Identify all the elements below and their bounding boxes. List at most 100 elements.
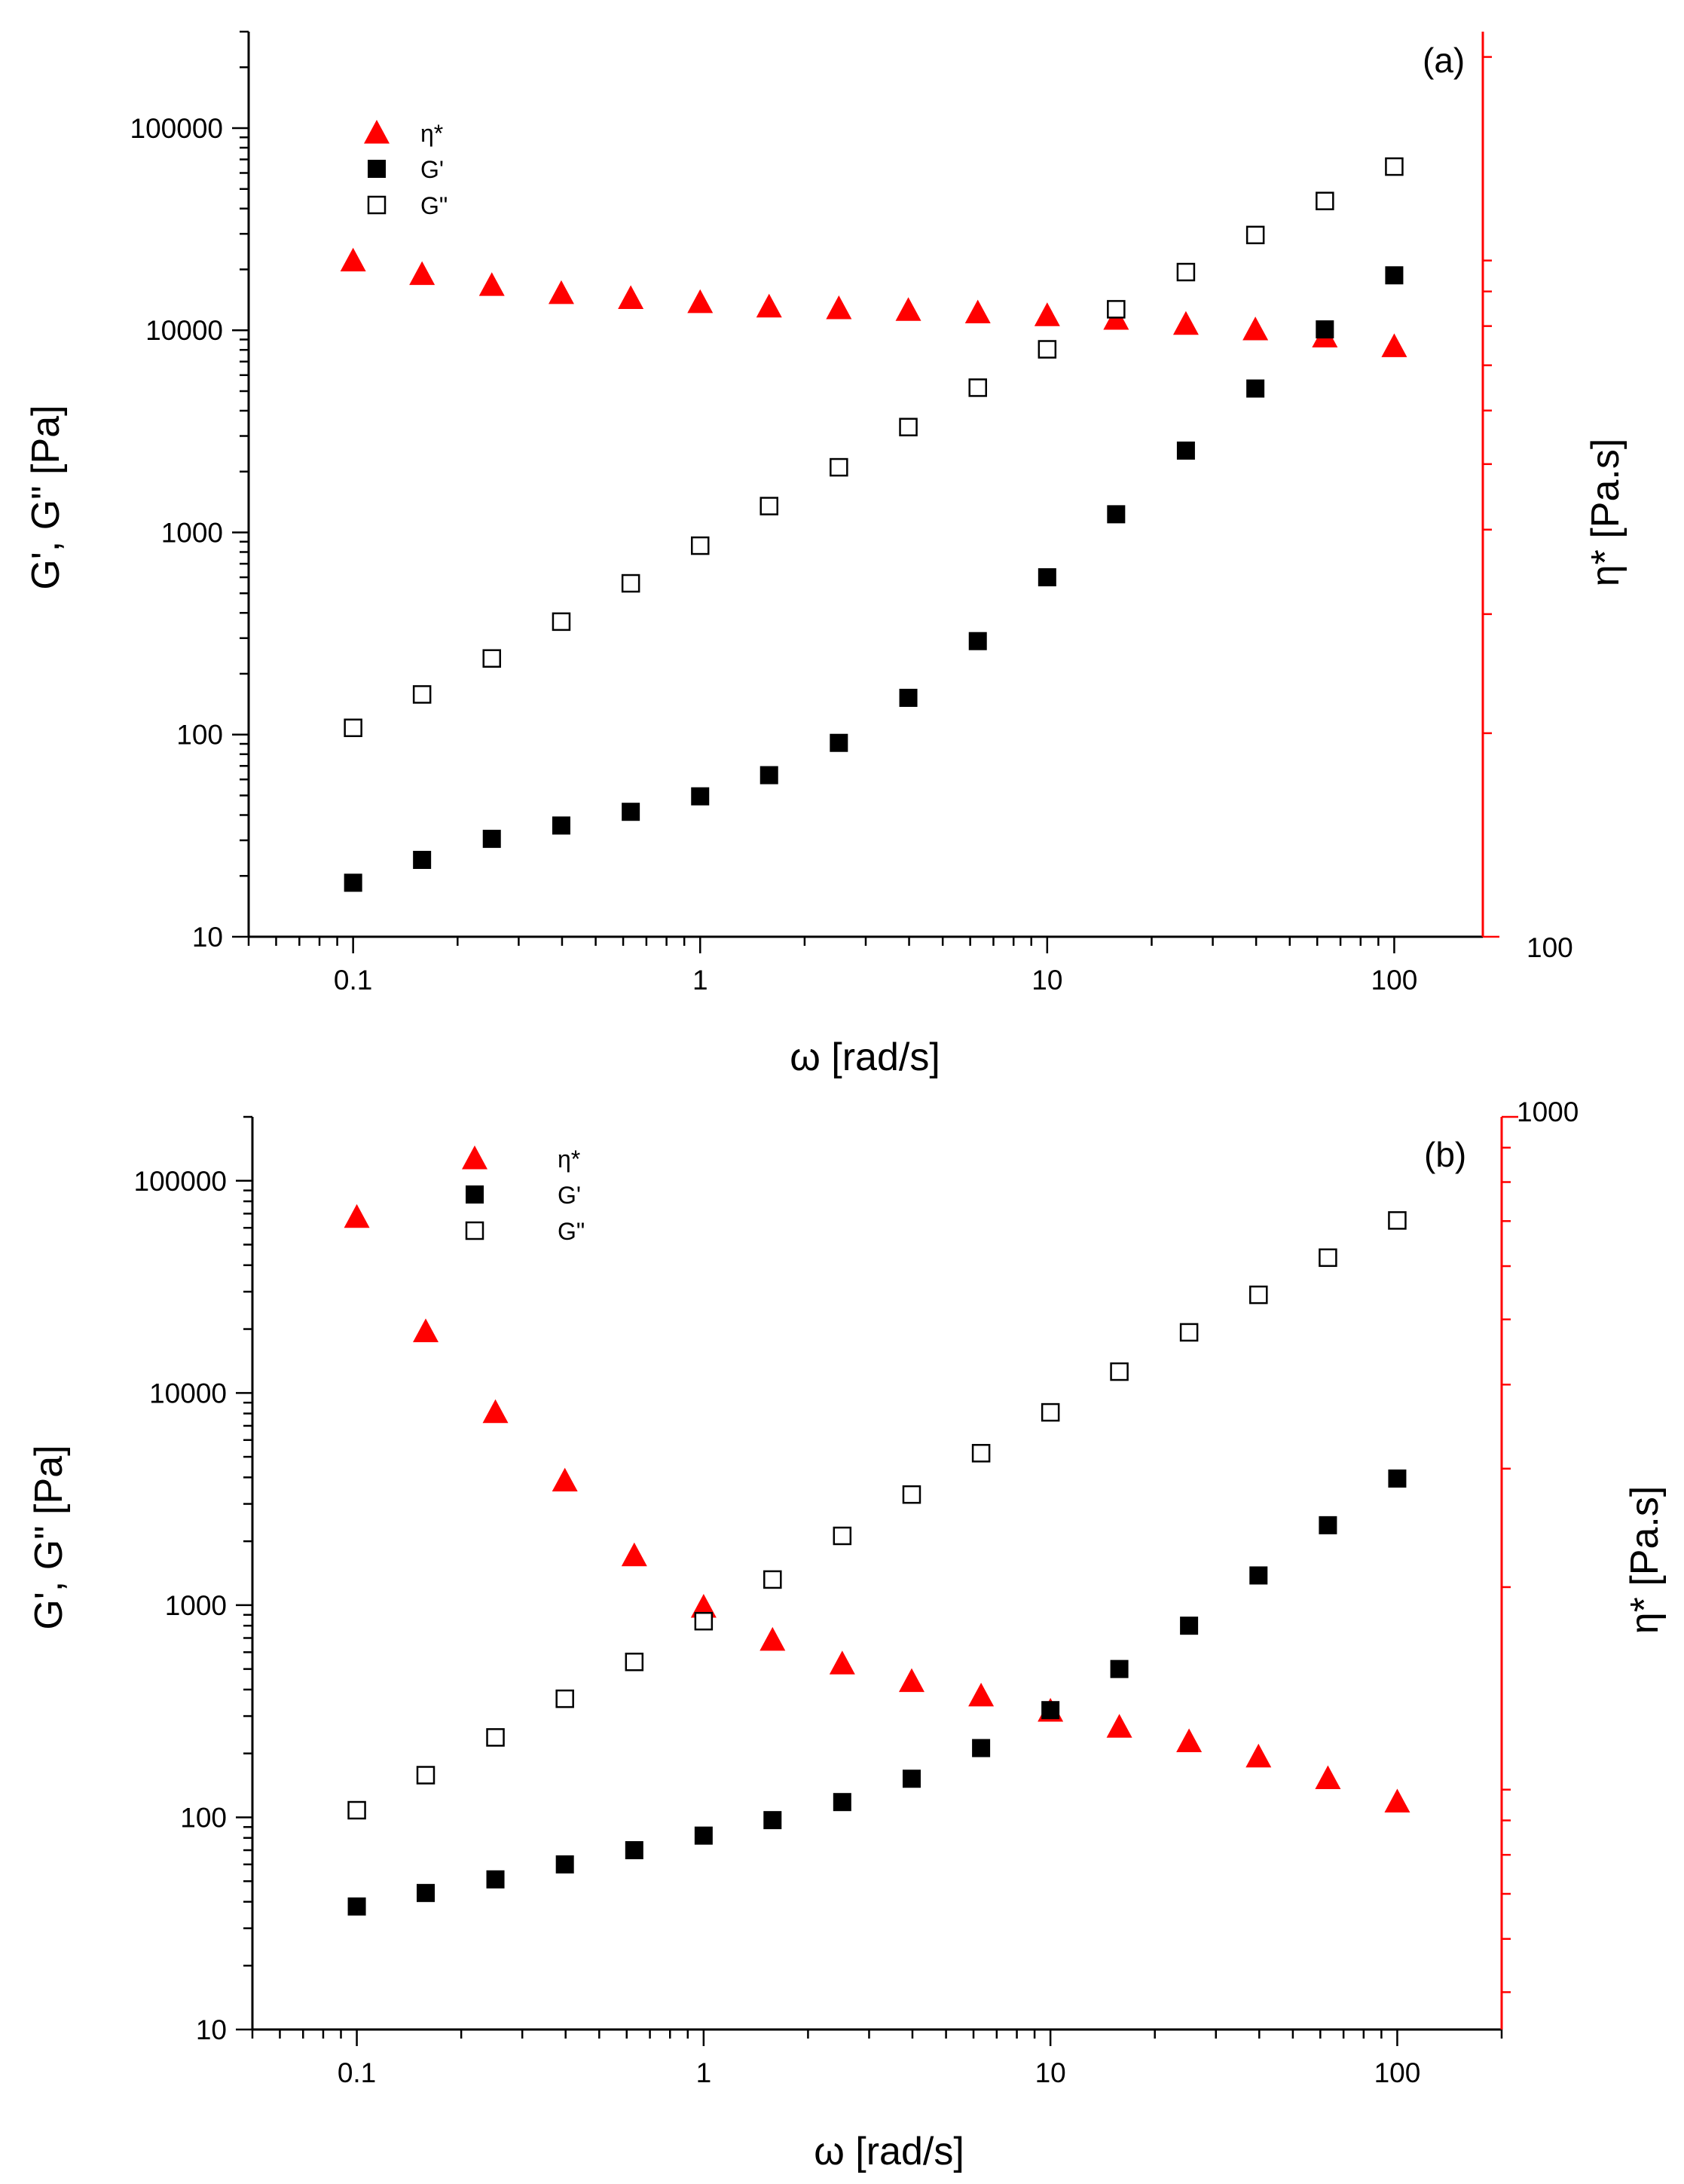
y-tick-label: 10 [196,2014,227,2045]
data-point [621,574,640,593]
data-point [690,536,710,555]
data-point [340,247,366,272]
x-axis-label: ω [rad/s] [814,2130,964,2173]
data-point [1388,1211,1407,1230]
data-point [1107,300,1126,319]
data-point [1316,320,1334,339]
data-point [413,851,432,870]
data-point [1180,1617,1199,1635]
y-tick-label: 10 [192,922,223,953]
y-axis-label: G', G" [Pa] [24,405,68,589]
data-point [690,1594,717,1618]
legend-symbol [462,1146,487,1170]
data-point [902,1770,921,1788]
data-point [1319,1248,1337,1268]
legend-label: η* [420,120,443,147]
x-tick-label: 100 [1371,965,1418,996]
data-point [555,1855,574,1874]
y-tick-label: 100 [180,1802,227,1833]
data-point [1385,266,1404,285]
panel-b: 0.1 1 10 100 10 100 1000 10000 100000 1000 ω [rad/… [27,1097,1667,2173]
y-tick-label: 1000 [161,517,223,548]
legend-symbol [466,1185,484,1204]
data-point [1041,1701,1060,1720]
data-point [763,1811,782,1830]
data-point [1315,1765,1341,1789]
data-point [1249,1285,1268,1305]
y-axis-label: G', G" [Pa] [27,1445,71,1629]
data-point [899,688,918,707]
series-g-prime [344,266,1404,892]
data-point [625,1652,644,1672]
legend-label: G' [558,1182,581,1209]
y-tick-label: 100000 [134,1166,227,1197]
data-point [482,1399,509,1424]
series-g-double-prime [344,157,1404,738]
data-point [1176,441,1195,460]
data-point [895,297,921,321]
data-point [1107,505,1126,524]
data-point [759,766,778,785]
data-point [968,632,987,650]
data-point [972,1739,991,1757]
data-point [833,1526,852,1546]
legend-symbol [367,195,387,215]
data-point [691,787,710,806]
data-point [1249,1566,1268,1585]
data-point [1385,157,1404,176]
panel-label: (a) [1423,41,1465,80]
data-point [1384,1788,1410,1812]
data-point [344,1204,370,1228]
data-point [478,272,505,296]
data-point [1110,1362,1129,1381]
data-point [829,1650,855,1675]
data-point [759,1626,786,1651]
data-point [1245,225,1265,245]
x-tick-label: 0.1 [334,965,372,996]
data-point [1381,333,1407,357]
data-point [968,378,987,397]
x-tick-label: 1 [696,2057,712,2088]
data-point [413,1318,439,1343]
data-point [1176,1728,1203,1752]
legend-symbol [465,1221,484,1240]
data-point [830,457,848,477]
legend-label: G" [558,1218,585,1245]
data-point [971,1444,991,1463]
data-point [416,1766,436,1785]
y2-axis-label: η* [Pa.s] [1584,439,1627,587]
data-point [1388,1469,1407,1488]
data-point [902,1485,921,1504]
data-point [964,299,991,324]
data-point [1242,317,1269,341]
data-point [833,1793,851,1812]
data-point [486,1728,505,1747]
data-point [694,1611,714,1631]
x-axis-label: ω [rad/s] [790,1035,940,1079]
data-point [552,816,570,835]
series-g-prime [347,1469,1407,1916]
x-tick-label: 10 [1031,965,1062,996]
x-tick-label: 10 [1035,2057,1066,2088]
data-point [344,718,362,738]
data-point [1106,1714,1132,1738]
data-point [830,733,848,752]
data-point [763,1570,782,1589]
data-point [618,285,644,309]
data-point [1246,379,1265,398]
data-point [1319,1516,1337,1534]
data-point [1034,302,1060,326]
data-point [687,289,714,314]
data-point [1172,310,1199,335]
data-point [1176,262,1196,282]
panel-a: 0.1 1 10 100 10 100 1000 10000 100000 100 ω [rad/s… [24,30,1627,1079]
data-point [759,497,778,515]
data-point [1316,191,1334,210]
y-tick-label: 1000 [165,1590,227,1621]
data-point [347,1897,366,1916]
legend-label: G" [420,192,448,219]
legend-label: G' [420,156,444,183]
data-point [1038,568,1056,587]
data-point [968,1682,995,1707]
y2-axis-label: η* [Pa.s] [1623,1486,1667,1635]
